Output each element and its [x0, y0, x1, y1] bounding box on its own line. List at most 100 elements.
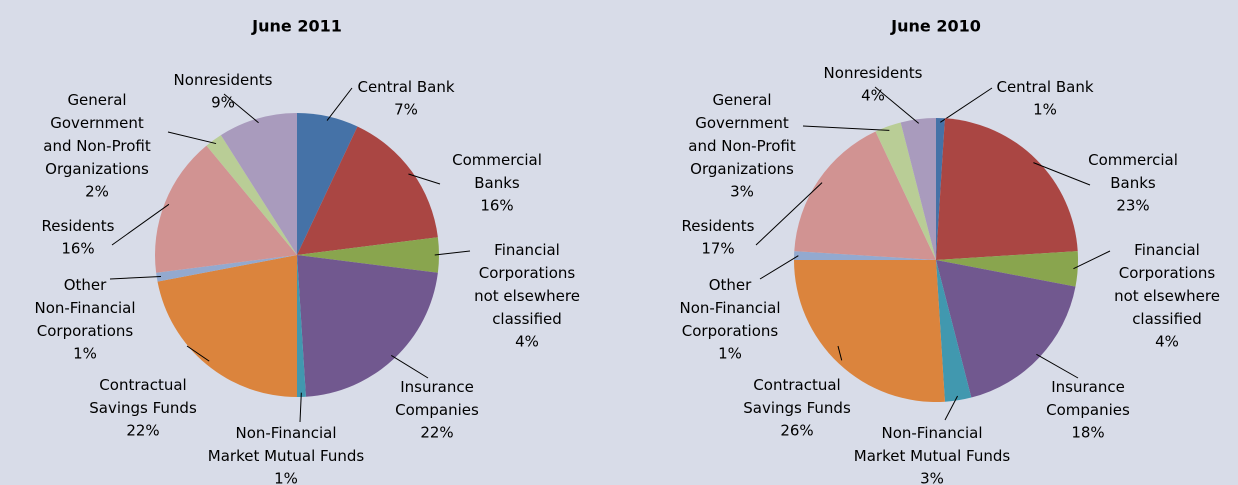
label-line: Companies: [1046, 401, 1130, 419]
slice-label: Contractual Savings Funds: [89, 376, 197, 417]
slice-label: Nonresidents: [174, 71, 273, 89]
pie-slice: [936, 118, 945, 260]
label-line: Insurance: [1051, 378, 1125, 396]
leader-line: [755, 182, 823, 246]
slice-value-label: 3%: [730, 183, 754, 201]
slice-label: Central Bank: [996, 78, 1093, 96]
leader-line: [408, 173, 441, 185]
pie-slice: [875, 122, 936, 261]
slice-label: Residents: [42, 217, 115, 235]
label-line: Central Bank: [996, 78, 1093, 96]
slice-label: Other Non-Financial Corporations: [679, 276, 780, 340]
label-line: Organizations: [45, 160, 149, 178]
label-line: Central Bank: [357, 78, 454, 96]
pie-slice: [297, 113, 358, 255]
label-line: Corporations: [1119, 264, 1216, 282]
label-line: Commercial: [1088, 151, 1178, 169]
leader-line: [944, 395, 958, 421]
slice-value-label: 2%: [85, 183, 109, 201]
leader-line: [111, 203, 170, 246]
label-line: Corporations: [479, 264, 576, 282]
slice-label: Nonresidents: [824, 64, 923, 82]
pie-slice: [936, 118, 1078, 260]
slice-label: Central Bank: [357, 78, 454, 96]
pie-slice: [900, 118, 936, 260]
pie-slice: [936, 260, 972, 402]
label-line: Residents: [682, 217, 755, 235]
slice-value-label: 1%: [1033, 101, 1057, 119]
slice-label: Non-Financial Market Mutual Funds: [208, 424, 365, 465]
label-line: Residents: [42, 217, 115, 235]
pie-slice: [157, 255, 297, 397]
pie-slice: [154, 145, 297, 273]
slice-value-label: 18%: [1071, 424, 1104, 442]
leader-line: [1073, 250, 1111, 270]
label-line: Non-Financial: [881, 424, 982, 442]
leader-line: [391, 354, 429, 379]
label-line: General: [712, 91, 771, 109]
leader-line: [186, 345, 210, 362]
slice-label: Financial Corporations not elsewhere classi…: [474, 241, 580, 328]
pie-slice: [936, 251, 1078, 287]
label-line: Savings Funds: [743, 399, 851, 417]
pie-slice: [297, 255, 438, 397]
label-line: Insurance: [400, 378, 474, 396]
pie-slice: [936, 260, 1076, 398]
pie-slice: [220, 113, 297, 255]
label-line: Market Mutual Funds: [208, 447, 365, 465]
slice-label: Commercial Banks: [452, 151, 542, 192]
pie-slice: [297, 126, 438, 255]
label-line: Savings Funds: [89, 399, 197, 417]
label-line: Commercial: [452, 151, 542, 169]
slice-value-label: 3%: [920, 470, 944, 485]
leader-line: [1036, 353, 1079, 379]
slice-value-label: 1%: [718, 345, 742, 363]
pie-slice: [206, 135, 297, 255]
slice-value-label: 7%: [394, 101, 418, 119]
label-line: Financial: [494, 241, 560, 259]
pie-slice: [297, 237, 440, 273]
label-line: Banks: [474, 174, 520, 192]
label-line: Nonresidents: [824, 64, 923, 82]
label-line: classified: [492, 310, 562, 328]
slice-label: Commercial Banks: [1088, 151, 1178, 192]
leader-line: [874, 86, 920, 124]
slice-label: General Government and Non-Profit Organizat…: [43, 91, 151, 178]
leader-line: [759, 255, 799, 280]
slice-value-label: 17%: [701, 240, 734, 258]
pie-slice: [794, 251, 936, 260]
slice-label: Contractual Savings Funds: [743, 376, 851, 417]
slice-value-label: 4%: [861, 87, 885, 105]
label-line: and Non-Profit: [43, 137, 151, 155]
label-line: Non-Financial: [679, 299, 780, 317]
slice-value-label: 1%: [274, 470, 298, 485]
label-line: not elsewhere: [474, 287, 580, 305]
label-line: Corporations: [682, 322, 779, 340]
pie-slice: [297, 255, 306, 397]
slice-label: Other Non-Financial Corporations: [34, 276, 135, 340]
leader-line: [109, 276, 161, 280]
slice-label: Financial Corporations not elsewhere classi…: [1114, 241, 1220, 328]
slice-value-label: 23%: [1116, 197, 1149, 215]
label-line: classified: [1132, 310, 1202, 328]
label-line: and Non-Profit: [688, 137, 796, 155]
label-line: Organizations: [690, 160, 794, 178]
leader-line: [299, 392, 302, 423]
leader-line: [1033, 162, 1091, 186]
slice-value-label: 26%: [780, 422, 813, 440]
slice-value-label: 22%: [126, 422, 159, 440]
slice-value-label: 22%: [420, 424, 453, 442]
label-line: Government: [695, 114, 789, 132]
label-line: Contractual: [99, 376, 186, 394]
slice-value-label: 16%: [61, 240, 94, 258]
label-line: Companies: [395, 401, 479, 419]
label-line: Banks: [1110, 174, 1156, 192]
slice-value-label: 9%: [211, 94, 235, 112]
leader-line: [326, 87, 353, 121]
label-line: Government: [50, 114, 144, 132]
label-line: Non-Financial: [235, 424, 336, 442]
slice-label: Residents: [682, 217, 755, 235]
chart-title: June 2010: [890, 17, 981, 36]
slice-value-label: 1%: [73, 345, 97, 363]
